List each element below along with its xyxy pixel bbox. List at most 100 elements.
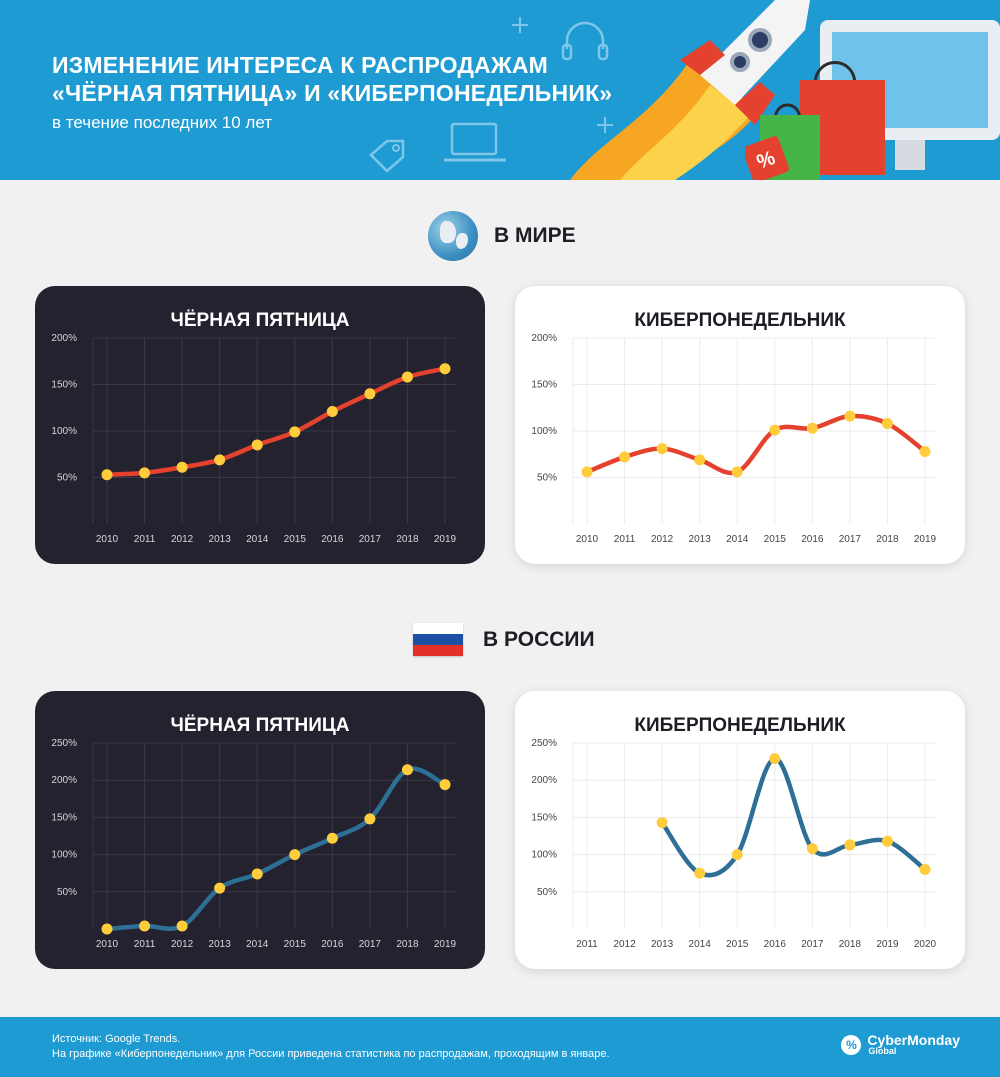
x-tick-label: 2018 bbox=[839, 939, 862, 950]
x-tick-label: 2015 bbox=[726, 939, 749, 950]
chart-card-world-cyber-monday: КИБЕРПОНЕДЕЛЬНИК 2010 2011 2012 2013 2014 201… bbox=[515, 286, 965, 564]
y-tick-label: 200% bbox=[531, 333, 557, 344]
russia-flag-icon bbox=[413, 623, 463, 656]
chart-title: ЧЁРНАЯ ПЯТНИЦА bbox=[170, 715, 350, 736]
x-tick-label: 2015 bbox=[284, 534, 307, 545]
chart-title: ЧЁРНАЯ ПЯТНИЦА bbox=[170, 310, 350, 331]
x-tick-label: 2017 bbox=[801, 939, 824, 950]
x-tick-label: 2015 bbox=[764, 534, 787, 545]
section-russia: В РОССИИ bbox=[413, 623, 595, 656]
x-tick-label: 2018 bbox=[876, 534, 899, 545]
data-point bbox=[176, 461, 188, 473]
series-line bbox=[104, 766, 448, 932]
cybermonday-logo: % CyberMonday Global bbox=[841, 1033, 960, 1056]
data-point bbox=[326, 405, 338, 417]
x-tick-label: 2020 bbox=[914, 939, 937, 950]
data-point bbox=[139, 467, 151, 479]
section-world: В МИРЕ bbox=[428, 211, 576, 261]
y-tick-label: 200% bbox=[51, 775, 77, 786]
footer-source: Источник: Google Trends. bbox=[52, 1033, 181, 1045]
x-tick-label: 2010 bbox=[96, 534, 119, 545]
data-point bbox=[619, 451, 631, 463]
y-tick-label: 150% bbox=[531, 812, 557, 823]
y-tick-label: 100% bbox=[531, 850, 557, 861]
x-tick-label: 2013 bbox=[209, 939, 232, 950]
y-tick-label: 100% bbox=[51, 426, 77, 437]
data-point bbox=[656, 817, 668, 829]
data-point bbox=[769, 753, 781, 765]
line-chart-russia-black-friday: 2010 2011 2012 2013 2014 2015 2016 2017 2018 2019… bbox=[51, 738, 457, 950]
price-tag-icon bbox=[369, 139, 405, 173]
data-point bbox=[289, 849, 301, 861]
data-point bbox=[439, 363, 451, 375]
footer-note: На графике «Киберпонедельник» для России… bbox=[52, 1048, 610, 1060]
footer: Источник: Google Trends. На графике «Киб… bbox=[0, 1017, 1000, 1077]
data-point bbox=[289, 426, 301, 438]
data-point bbox=[251, 868, 263, 880]
x-tick-label: 2017 bbox=[839, 534, 862, 545]
x-tick-label: 2011 bbox=[576, 939, 598, 950]
x-tick-label: 2014 bbox=[726, 534, 749, 545]
y-tick-label: 50% bbox=[537, 887, 557, 898]
x-tick-label: 2011 bbox=[614, 534, 636, 545]
x-tick-label: 2018 bbox=[396, 534, 419, 545]
data-point bbox=[806, 422, 818, 434]
data-point bbox=[844, 410, 856, 422]
data-point bbox=[101, 469, 113, 481]
data-point bbox=[919, 445, 931, 457]
x-tick-label: 2016 bbox=[801, 534, 824, 545]
x-tick-label: 2011 bbox=[134, 534, 156, 545]
x-tick-label: 2013 bbox=[209, 534, 232, 545]
section-russia-title: В РОССИИ bbox=[483, 627, 595, 651]
logo-name: CyberMonday bbox=[867, 1032, 960, 1048]
data-point bbox=[364, 388, 376, 400]
data-point bbox=[731, 849, 743, 861]
data-point bbox=[656, 443, 668, 455]
x-tick-label: 2013 bbox=[689, 534, 712, 545]
data-point bbox=[326, 832, 338, 844]
data-point bbox=[694, 867, 706, 879]
line-chart-russia-cyber-monday: 2011 2012 2013 2014 2015 2016 2017 2018 2019 2020… bbox=[531, 738, 937, 950]
x-tick-label: 2010 bbox=[96, 939, 119, 950]
y-tick-label: 100% bbox=[51, 850, 77, 861]
y-tick-label: 200% bbox=[51, 333, 77, 344]
x-tick-label: 2010 bbox=[576, 534, 599, 545]
shopping-bag-icon: % bbox=[745, 61, 885, 180]
data-point bbox=[844, 839, 856, 851]
chart-card-russia-cyber-monday: КИБЕРПОНЕДЕЛЬНИК 2011 2012 2013 2014 2015 201… bbox=[515, 691, 965, 969]
laptop-icon bbox=[444, 122, 506, 162]
x-tick-label: 2014 bbox=[246, 939, 269, 950]
series-line bbox=[584, 413, 928, 476]
y-tick-label: 50% bbox=[57, 473, 77, 484]
page-subtitle: в течение последних 10 лет bbox=[52, 113, 273, 132]
page-title-line1: ИЗМЕНЕНИЕ ИНТЕРЕСА К РАСПРОДАЖАМ bbox=[52, 52, 549, 78]
data-point bbox=[401, 764, 413, 776]
x-tick-label: 2012 bbox=[613, 939, 636, 950]
y-tick-label: 50% bbox=[57, 887, 77, 898]
data-point bbox=[919, 863, 931, 875]
percent-icon: % bbox=[841, 1034, 862, 1055]
sparkle-icon bbox=[597, 117, 613, 133]
x-tick-label: 2019 bbox=[434, 939, 457, 950]
chart-card-russia-black-friday: ЧЁРНАЯ ПЯТНИЦА 2010 2011 2012 2013 2014 2015 2… bbox=[35, 691, 485, 969]
y-tick-label: 100% bbox=[531, 426, 557, 437]
line-chart-world-black-friday: 2010 2011 2012 2013 2014 2015 2016 2017 2018 2019… bbox=[51, 333, 456, 545]
data-point bbox=[101, 923, 113, 935]
data-point bbox=[694, 454, 706, 466]
headphones-icon bbox=[561, 21, 609, 61]
y-tick-label: 150% bbox=[51, 380, 77, 391]
line-chart-world-cyber-monday: 2010 2011 2012 2013 2014 2015 2016 2017 2018 2019… bbox=[531, 333, 936, 545]
y-tick-label: 250% bbox=[51, 738, 77, 749]
section-world-title: В МИРЕ bbox=[494, 224, 576, 247]
x-tick-label: 2015 bbox=[284, 939, 307, 950]
x-tick-label: 2014 bbox=[246, 534, 269, 545]
data-point bbox=[251, 439, 263, 451]
data-point bbox=[401, 371, 413, 383]
rocket-icon bbox=[570, 0, 810, 180]
y-tick-label: 150% bbox=[51, 812, 77, 823]
x-tick-label: 2017 bbox=[359, 534, 382, 545]
data-point bbox=[139, 920, 151, 932]
x-tick-label: 2012 bbox=[651, 534, 674, 545]
series-line bbox=[104, 366, 448, 477]
chart-card-world-black-friday: ЧЁРНАЯ ПЯТНИЦА 2010 2011 2012 2013 2014 2015 2… bbox=[35, 286, 485, 564]
